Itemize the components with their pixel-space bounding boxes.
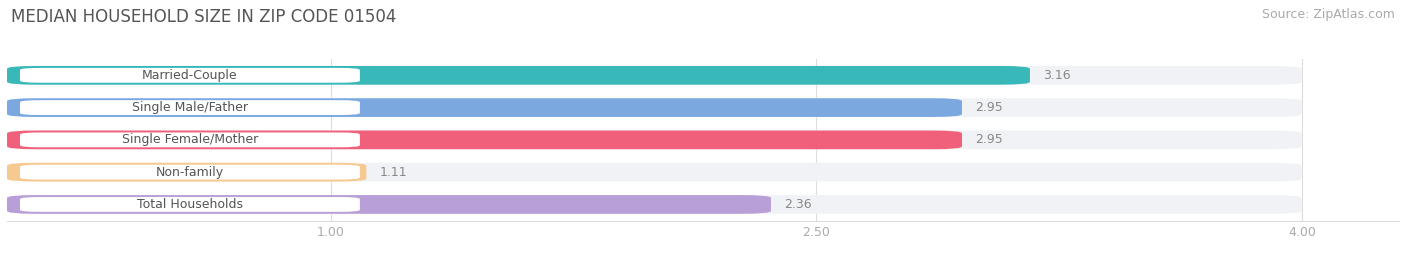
Text: Total Households: Total Households bbox=[136, 198, 243, 211]
Text: Source: ZipAtlas.com: Source: ZipAtlas.com bbox=[1261, 8, 1395, 21]
Text: Non-family: Non-family bbox=[156, 166, 224, 179]
Text: 3.16: 3.16 bbox=[1043, 69, 1070, 82]
FancyBboxPatch shape bbox=[7, 66, 1302, 85]
FancyBboxPatch shape bbox=[20, 197, 360, 212]
FancyBboxPatch shape bbox=[7, 66, 1031, 85]
FancyBboxPatch shape bbox=[7, 130, 962, 149]
FancyBboxPatch shape bbox=[7, 163, 1302, 182]
Text: MEDIAN HOUSEHOLD SIZE IN ZIP CODE 01504: MEDIAN HOUSEHOLD SIZE IN ZIP CODE 01504 bbox=[11, 8, 396, 26]
Text: 1.11: 1.11 bbox=[380, 166, 406, 179]
FancyBboxPatch shape bbox=[7, 98, 1302, 117]
FancyBboxPatch shape bbox=[7, 195, 1302, 214]
FancyBboxPatch shape bbox=[20, 100, 360, 115]
Text: 2.95: 2.95 bbox=[974, 101, 1002, 114]
Text: 2.95: 2.95 bbox=[974, 133, 1002, 146]
FancyBboxPatch shape bbox=[20, 165, 360, 180]
FancyBboxPatch shape bbox=[20, 132, 360, 147]
FancyBboxPatch shape bbox=[20, 68, 360, 83]
Text: Single Female/Mother: Single Female/Mother bbox=[122, 133, 259, 146]
Text: 2.36: 2.36 bbox=[785, 198, 811, 211]
FancyBboxPatch shape bbox=[7, 163, 367, 182]
FancyBboxPatch shape bbox=[7, 98, 962, 117]
FancyBboxPatch shape bbox=[7, 195, 770, 214]
FancyBboxPatch shape bbox=[7, 130, 1302, 149]
Text: Married-Couple: Married-Couple bbox=[142, 69, 238, 82]
Text: Single Male/Father: Single Male/Father bbox=[132, 101, 247, 114]
